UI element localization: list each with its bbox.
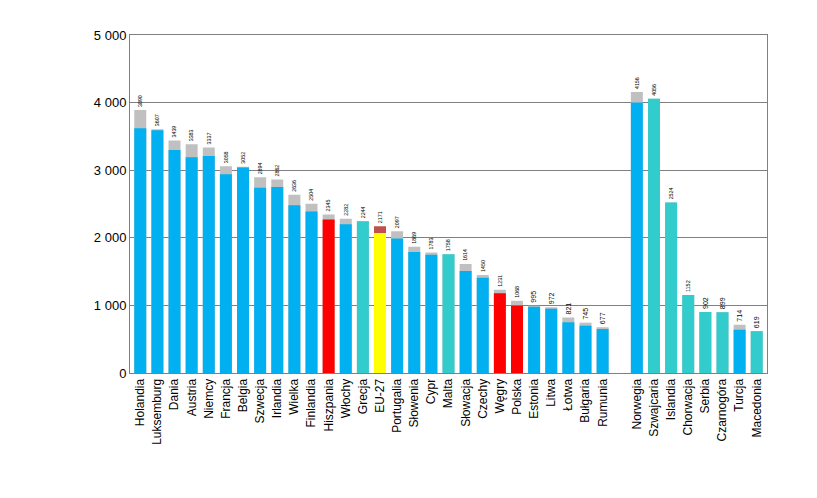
svg-text:745: 745 <box>582 308 589 320</box>
svg-text:995: 995 <box>530 291 537 303</box>
svg-text:4056: 4056 <box>651 84 657 96</box>
svg-text:2244: 2244 <box>360 206 366 218</box>
svg-text:Szwajcaria: Szwajcaria <box>647 378 661 436</box>
svg-text:Turcja: Turcja <box>733 378 747 411</box>
svg-text:2894: 2894 <box>257 163 263 175</box>
svg-text:2636: 2636 <box>291 180 297 192</box>
svg-text:3607: 3607 <box>154 114 160 126</box>
svg-text:3337: 3337 <box>206 133 212 145</box>
svg-text:Słowacja: Słowacja <box>459 378 473 426</box>
svg-text:Wielka: Wielka <box>287 378 301 414</box>
svg-text:2862: 2862 <box>274 165 280 177</box>
svg-text:677: 677 <box>599 312 606 324</box>
svg-text:Grecja: Grecja <box>356 378 370 414</box>
svg-text:821: 821 <box>565 303 572 315</box>
svg-text:Czechy: Czechy <box>476 379 490 419</box>
svg-text:2524: 2524 <box>668 188 674 200</box>
svg-text:714: 714 <box>736 310 743 322</box>
svg-text:Estonia: Estonia <box>527 378 541 418</box>
svg-text:2345: 2345 <box>325 200 331 212</box>
svg-text:Austria: Austria <box>185 378 199 416</box>
svg-text:Macedonia: Macedonia <box>750 378 764 437</box>
svg-text:3383: 3383 <box>188 129 194 141</box>
svg-text:Hiszpania: Hiszpania <box>322 378 336 431</box>
svg-text:Bułgaria: Bułgaria <box>578 378 592 422</box>
svg-text:972: 972 <box>548 292 555 304</box>
svg-text:1231: 1231 <box>497 275 503 287</box>
svg-text:Szwecja: Szwecja <box>253 378 267 423</box>
svg-text:0: 0 <box>119 366 126 381</box>
svg-text:1783: 1783 <box>428 238 434 250</box>
svg-text:902: 902 <box>702 297 709 309</box>
svg-text:Serbia: Serbia <box>698 378 712 413</box>
svg-text:Luksemburg: Luksemburg <box>150 379 164 445</box>
svg-text:Belgia: Belgia <box>236 378 250 412</box>
svg-text:Holandia: Holandia <box>133 378 147 426</box>
svg-text:4 000: 4 000 <box>94 95 127 110</box>
svg-text:3 000: 3 000 <box>94 163 127 178</box>
svg-text:1 000: 1 000 <box>94 298 127 313</box>
svg-text:4156: 4156 <box>634 77 640 89</box>
svg-text:Łotwa: Łotwa <box>561 378 575 410</box>
svg-text:Finlandia: Finlandia <box>304 378 318 427</box>
svg-text:Polska: Polska <box>510 378 524 414</box>
svg-text:Chorwacja: Chorwacja <box>681 378 695 435</box>
svg-text:3052: 3052 <box>240 152 246 164</box>
svg-text:Rumunia: Rumunia <box>596 378 610 426</box>
svg-text:1869: 1869 <box>411 232 417 244</box>
svg-text:1068: 1068 <box>514 286 520 298</box>
svg-text:3890: 3890 <box>137 95 143 107</box>
svg-text:Węgry: Węgry <box>493 379 507 414</box>
svg-text:2097: 2097 <box>394 216 400 228</box>
svg-text:2171: 2171 <box>377 211 383 223</box>
svg-text:Niemcy: Niemcy <box>202 379 216 419</box>
svg-text:1758: 1758 <box>445 239 451 251</box>
svg-text:Dania: Dania <box>167 378 181 410</box>
svg-text:5 000: 5 000 <box>94 28 127 43</box>
svg-text:Islandia: Islandia <box>664 378 678 420</box>
svg-text:2282: 2282 <box>343 204 349 216</box>
svg-text:Francja: Francja <box>219 378 233 418</box>
svg-text:619: 619 <box>753 316 760 328</box>
svg-text:Włochy: Włochy <box>339 379 353 418</box>
svg-text:Malta: Malta <box>441 378 455 408</box>
svg-text:2504: 2504 <box>308 189 314 201</box>
svg-text:Portugalia: Portugalia <box>390 378 404 432</box>
svg-text:3058: 3058 <box>223 151 229 163</box>
svg-text:Czarnogóra: Czarnogóra <box>715 378 729 441</box>
svg-text:EU-27: EU-27 <box>373 378 387 412</box>
svg-text:Słowenia: Słowenia <box>407 378 421 427</box>
svg-text:3439: 3439 <box>171 126 177 138</box>
svg-text:1152: 1152 <box>685 280 691 292</box>
svg-text:Norwegia: Norwegia <box>630 378 644 429</box>
svg-text:1450: 1450 <box>480 260 486 272</box>
svg-text:Cypr: Cypr <box>424 379 438 404</box>
svg-text:1614: 1614 <box>462 249 468 261</box>
svg-text:899: 899 <box>719 297 726 309</box>
svg-text:Irlandia: Irlandia <box>270 378 284 418</box>
svg-text:2 000: 2 000 <box>94 230 127 245</box>
svg-text:Litwa: Litwa <box>544 378 558 406</box>
